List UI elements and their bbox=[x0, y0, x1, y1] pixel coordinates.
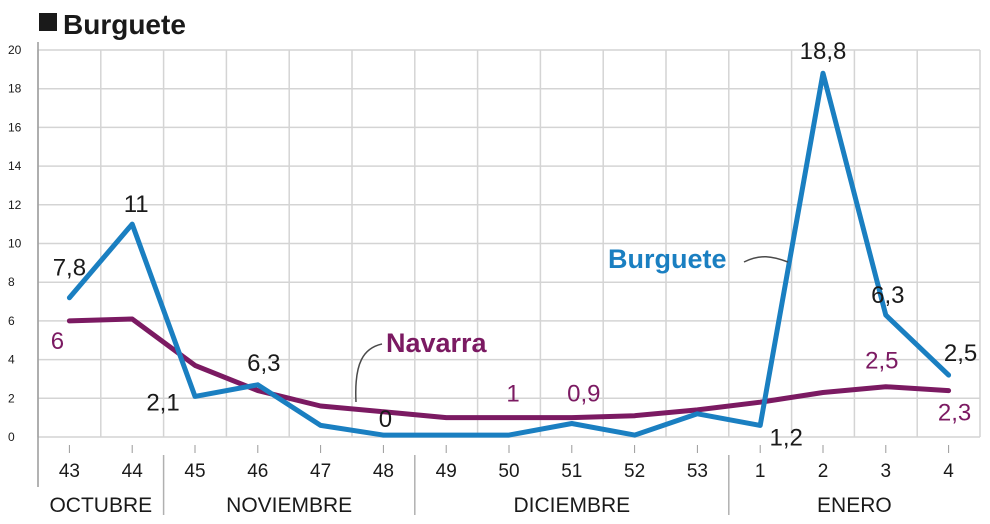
data-label-burguete: 11 bbox=[124, 191, 149, 218]
y-tick-label: 12 bbox=[8, 198, 22, 212]
data-label-navarra: 6 bbox=[51, 328, 64, 355]
data-point-burguete bbox=[821, 71, 825, 76]
data-labels: 7,8 11 2,1 6,3 0 1,2 18,8 6,3 2,5 6 1 0,9 2,5 2,3 bbox=[51, 38, 978, 451]
x-tick-label: 51 bbox=[561, 461, 582, 482]
y-tick-label: 2 bbox=[8, 391, 15, 405]
x-tick-label: 49 bbox=[436, 461, 457, 482]
series-name-navarra: Navarra bbox=[386, 328, 488, 358]
data-label-navarra: 2,3 bbox=[938, 400, 971, 427]
gridlines bbox=[37, 49, 981, 438]
data-label-burguete: 2,5 bbox=[944, 340, 977, 367]
leader-line-navarra bbox=[355, 343, 383, 403]
data-point-burguete bbox=[255, 382, 260, 387]
data-point-navarra bbox=[444, 415, 449, 420]
leader-line-burguete bbox=[743, 256, 789, 263]
data-point-burguete bbox=[507, 433, 511, 438]
data-point-navarra bbox=[381, 409, 386, 414]
data-label-burguete: 2,1 bbox=[146, 389, 179, 416]
month-label: OCTUBRE bbox=[49, 494, 152, 517]
y-tick-label: 4 bbox=[8, 353, 15, 367]
data-point-navarra bbox=[821, 390, 825, 395]
data-point-burguete bbox=[946, 373, 951, 378]
data-point-burguete bbox=[67, 295, 72, 300]
data-point-burguete bbox=[632, 433, 637, 438]
data-label-burguete: 0 bbox=[379, 406, 392, 433]
series-layer bbox=[66, 70, 952, 438]
data-point-navarra bbox=[883, 384, 888, 389]
x-tick-label: 52 bbox=[624, 461, 645, 482]
data-point-navarra bbox=[255, 388, 260, 393]
data-label-navarra: 2,5 bbox=[865, 348, 898, 375]
y-tick-label: 18 bbox=[8, 82, 22, 96]
data-point-navarra bbox=[946, 388, 951, 393]
data-point-burguete bbox=[758, 423, 763, 428]
data-point-burguete bbox=[569, 421, 574, 426]
y-tick-label: 6 bbox=[8, 314, 15, 328]
data-point-burguete bbox=[444, 433, 449, 438]
data-point-burguete bbox=[883, 313, 888, 318]
data-label-burguete: 6,3 bbox=[871, 282, 904, 309]
series-name-burguete: Burguete bbox=[608, 244, 727, 274]
data-label-burguete: 6,3 bbox=[247, 350, 280, 377]
x-tick-label: 4 bbox=[943, 461, 954, 482]
data-point-navarra bbox=[318, 404, 323, 409]
data-point-navarra bbox=[193, 363, 197, 368]
data-point-burguete bbox=[130, 222, 135, 227]
data-point-burguete bbox=[695, 411, 700, 416]
y-tick-label: 14 bbox=[8, 159, 22, 173]
x-tick-label: 43 bbox=[59, 461, 80, 482]
series-name-labels: Burguete Navarra bbox=[355, 244, 789, 403]
data-point-burguete bbox=[318, 423, 323, 428]
data-label-burguete: 7,8 bbox=[53, 255, 86, 282]
data-point-navarra bbox=[695, 407, 700, 412]
data-point-navarra bbox=[507, 415, 511, 420]
month-label: DICIEMBRE bbox=[513, 494, 630, 517]
x-tick-label: 47 bbox=[310, 461, 331, 482]
title-square-icon bbox=[39, 13, 57, 31]
y-tick-label: 20 bbox=[8, 43, 22, 57]
x-tick-label: 44 bbox=[122, 461, 144, 482]
x-tick-label: 53 bbox=[687, 461, 708, 482]
x-tick-label: 48 bbox=[373, 461, 394, 482]
data-label-navarra: 0,9 bbox=[567, 381, 600, 408]
data-point-navarra bbox=[67, 318, 72, 323]
month-label: NOVIEMBRE bbox=[226, 494, 352, 517]
y-tick-label: 0 bbox=[8, 430, 15, 444]
y-tick-label: 8 bbox=[8, 275, 15, 289]
data-point-navarra bbox=[130, 316, 135, 321]
data-label-burguete: 1,2 bbox=[770, 424, 803, 451]
x-tick-label: 45 bbox=[184, 461, 205, 482]
data-point-navarra bbox=[569, 415, 574, 420]
data-point-burguete bbox=[381, 433, 386, 438]
x-tick-label: 46 bbox=[247, 461, 268, 482]
data-label-burguete: 18,8 bbox=[800, 38, 847, 65]
data-point-burguete bbox=[193, 394, 197, 399]
chart-title: Burguete bbox=[63, 9, 186, 40]
data-point-navarra bbox=[632, 413, 637, 418]
x-tick-label: 50 bbox=[498, 461, 519, 482]
data-label-navarra: 1 bbox=[506, 381, 519, 408]
y-tick-label: 16 bbox=[8, 120, 22, 134]
x-tick-label: 2 bbox=[818, 461, 829, 482]
y-tick-label: 10 bbox=[8, 237, 22, 251]
x-tick-label: 1 bbox=[755, 461, 766, 482]
month-label: ENERO bbox=[817, 494, 892, 517]
x-tick-label: 3 bbox=[881, 461, 892, 482]
data-point-navarra bbox=[758, 400, 763, 405]
